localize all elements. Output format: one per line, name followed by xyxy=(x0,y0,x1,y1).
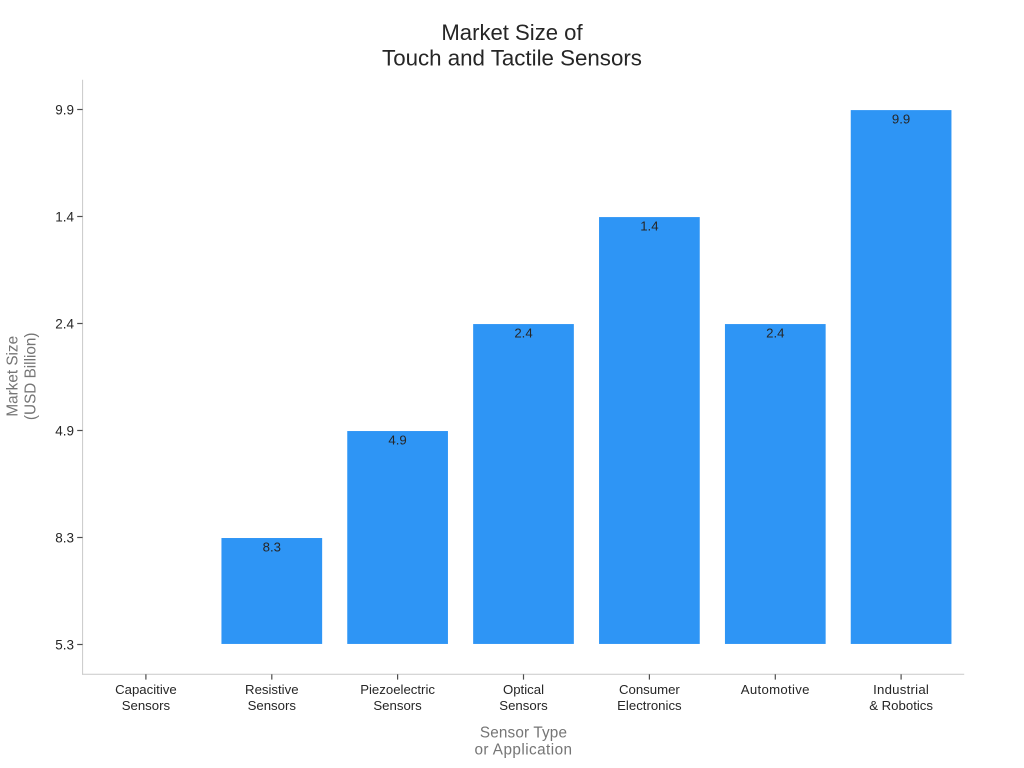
svg-text:Piezoelectric: Piezoelectric xyxy=(360,682,435,697)
svg-text:Sensor Type: Sensor Type xyxy=(480,724,567,741)
svg-text:1.4: 1.4 xyxy=(55,210,74,225)
svg-text:& Robotics: & Robotics xyxy=(869,698,933,713)
svg-text:Sensors: Sensors xyxy=(248,698,297,713)
svg-text:(USD Billion): (USD Billion) xyxy=(23,333,40,421)
svg-text:Sensors: Sensors xyxy=(373,698,422,713)
svg-text:Sensors: Sensors xyxy=(122,698,171,713)
svg-text:8.3: 8.3 xyxy=(55,531,74,546)
svg-text:Market Size of: Market Size of xyxy=(441,20,583,45)
svg-text:Capacitive: Capacitive xyxy=(115,682,177,697)
svg-text:8.3: 8.3 xyxy=(263,539,281,554)
svg-text:2.4: 2.4 xyxy=(766,325,784,340)
svg-text:Industrial: Industrial xyxy=(873,682,929,697)
svg-text:2.4: 2.4 xyxy=(55,317,74,332)
svg-text:Electronics: Electronics xyxy=(617,698,682,713)
svg-text:Automotive: Automotive xyxy=(741,682,810,697)
svg-text:Consumer: Consumer xyxy=(619,682,680,697)
svg-text:Touch and Tactile Sensors: Touch and Tactile Sensors xyxy=(382,46,642,71)
svg-text:Optical: Optical xyxy=(503,682,544,697)
svg-text:or Application: or Application xyxy=(474,741,572,758)
svg-text:5.3: 5.3 xyxy=(55,638,74,653)
svg-text:1.4: 1.4 xyxy=(640,218,658,233)
svg-text:9.9: 9.9 xyxy=(892,111,910,126)
svg-text:Resistive: Resistive xyxy=(245,682,299,697)
svg-text:Sensors: Sensors xyxy=(499,698,548,713)
svg-text:9.9: 9.9 xyxy=(55,103,74,118)
svg-text:Market Size: Market Size xyxy=(5,336,22,417)
svg-text:4.9: 4.9 xyxy=(55,424,74,439)
svg-text:2.4: 2.4 xyxy=(514,325,532,340)
svg-text:4.9: 4.9 xyxy=(388,432,406,447)
